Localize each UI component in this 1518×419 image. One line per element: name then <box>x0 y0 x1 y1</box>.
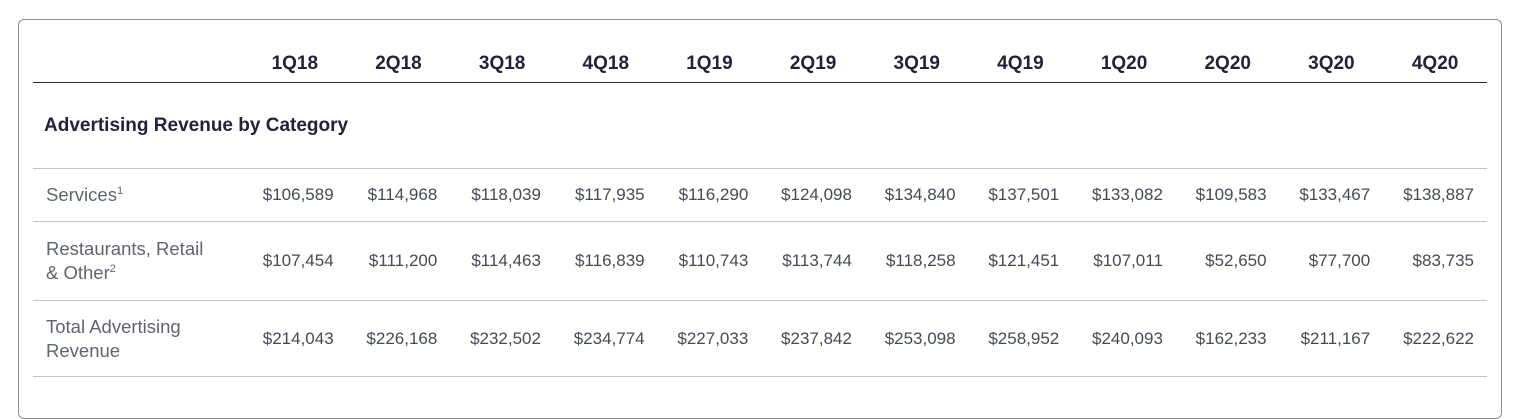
table-cell: $237,842 <box>761 300 865 377</box>
table-cell: $133,082 <box>1072 168 1176 222</box>
table-cell: $121,451 <box>968 221 1073 301</box>
table-cell: $83,735 <box>1383 221 1487 301</box>
column-header: 1Q20 <box>1072 20 1176 83</box>
table-cell: $253,098 <box>864 300 969 377</box>
table-cell: $116,290 <box>657 168 762 222</box>
table-cell: $137,501 <box>968 168 1073 222</box>
table-cell: $162,233 <box>1175 300 1280 377</box>
column-header: 4Q20 <box>1383 20 1487 83</box>
table-cell: $211,167 <box>1279 300 1384 377</box>
column-header: 3Q20 <box>1279 20 1384 83</box>
column-header: 1Q18 <box>243 20 347 83</box>
table-cell: $133,467 <box>1279 168 1384 222</box>
table-cell: $234,774 <box>553 300 658 377</box>
row-label-line1: Services <box>46 184 117 205</box>
column-header: 3Q18 <box>450 20 554 83</box>
table-cell: $232,502 <box>450 300 554 377</box>
table-cell: $222,622 <box>1383 300 1487 377</box>
column-header: 2Q18 <box>346 20 451 83</box>
table-cell: $77,700 <box>1279 221 1384 301</box>
table-cell: $110,743 <box>657 221 762 301</box>
row-label-line1: Restaurants, Retail <box>46 238 204 259</box>
table-cell: $107,454 <box>243 221 347 301</box>
table-cell: $118,258 <box>864 221 969 301</box>
table-cell: $114,463 <box>450 221 554 301</box>
table-cell: $214,043 <box>243 300 347 377</box>
footnote-marker: 2 <box>109 262 116 275</box>
revenue-table-card: 1Q18 2Q18 3Q18 4Q18 1Q19 2Q19 3Q19 4Q19 … <box>18 19 1502 419</box>
row-label: Restaurants, Retail & Other2 <box>33 221 243 301</box>
table-cell: $240,093 <box>1072 300 1176 377</box>
row-label: Services1 <box>33 168 243 222</box>
table-cell: $118,039 <box>450 168 554 222</box>
table-cell: $134,840 <box>864 168 969 222</box>
column-header: 2Q20 <box>1175 20 1280 83</box>
table-cell: $109,583 <box>1175 168 1280 222</box>
header-row: 1Q18 2Q18 3Q18 4Q18 1Q19 2Q19 3Q19 4Q19 … <box>33 20 1487 83</box>
row-label-line1: Total Advertising <box>46 315 181 337</box>
section-title: Advertising Revenue by Category <box>33 82 1487 169</box>
table-cell: $227,033 <box>657 300 762 377</box>
column-header: 1Q19 <box>657 20 762 83</box>
column-header: 2Q19 <box>761 20 865 83</box>
table-row: Restaurants, Retail & Other2 $107,454 $11… <box>33 221 1487 301</box>
table-cell: $114,968 <box>346 168 451 222</box>
table-cell: $138,887 <box>1383 168 1487 222</box>
column-header: 3Q19 <box>864 20 969 83</box>
table-cell: $117,935 <box>553 168 658 222</box>
footnote-marker: 1 <box>116 184 124 197</box>
table-row: Total Advertising Revenue $214,043 $226,1… <box>33 300 1487 377</box>
column-header: 4Q19 <box>968 20 1073 83</box>
section-row: Advertising Revenue by Category <box>33 82 1487 169</box>
table-cell: $124,098 <box>761 168 865 222</box>
table-cell: $52,650 <box>1175 221 1280 301</box>
table-cell: $113,744 <box>761 221 865 301</box>
row-label-line2: & Other <box>46 262 110 283</box>
table-cell: $111,200 <box>346 221 451 301</box>
table-cell: $258,952 <box>968 300 1073 377</box>
table-cell: $116,839 <box>553 221 658 301</box>
row-label-line2: Revenue <box>46 339 121 361</box>
row-label: Total Advertising Revenue <box>33 300 243 377</box>
table-row: Services1 $106,589 $114,968 $118,039 $11… <box>33 168 1487 222</box>
table-cell: $107,011 <box>1072 221 1176 301</box>
table-cell: $106,589 <box>243 168 347 222</box>
advertising-revenue-table: 1Q18 2Q18 3Q18 4Q18 1Q19 2Q19 3Q19 4Q19 … <box>33 20 1487 377</box>
header-label-cell <box>33 20 243 83</box>
column-header: 4Q18 <box>553 20 658 83</box>
table-cell: $226,168 <box>346 300 451 377</box>
